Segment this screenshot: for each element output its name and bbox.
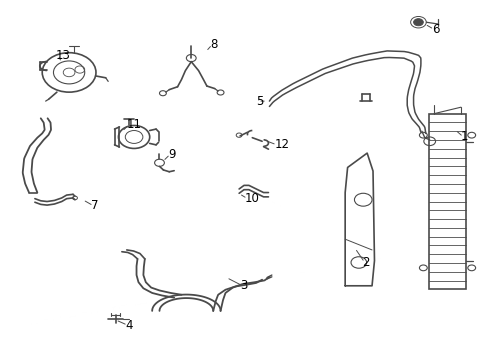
Text: 7: 7: [91, 199, 98, 212]
Text: 3: 3: [240, 279, 247, 292]
Text: 5: 5: [256, 95, 263, 108]
Bar: [429, 114, 466, 289]
Text: 1: 1: [461, 130, 468, 144]
Text: 8: 8: [210, 38, 217, 51]
Text: 9: 9: [168, 148, 175, 161]
Text: 12: 12: [274, 138, 289, 151]
Text: 2: 2: [362, 256, 370, 269]
Text: 10: 10: [245, 192, 260, 205]
Text: 6: 6: [432, 23, 439, 36]
Circle shape: [414, 19, 423, 26]
Text: 4: 4: [125, 319, 133, 332]
Text: 13: 13: [55, 49, 70, 62]
Text: 11: 11: [127, 118, 142, 131]
